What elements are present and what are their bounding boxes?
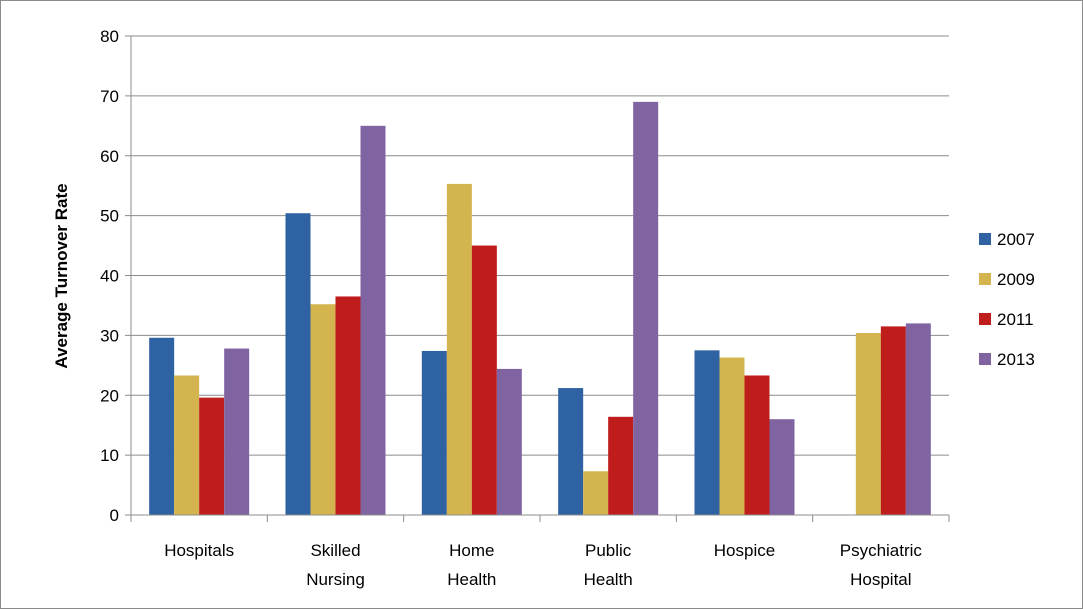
y-tick-label: 60 xyxy=(100,147,119,166)
bar-2013 xyxy=(496,368,522,515)
bar-2013 xyxy=(905,323,931,515)
bar-2007 xyxy=(285,213,311,516)
y-tick-label: 50 xyxy=(100,207,119,226)
bar-2013 xyxy=(224,348,250,515)
x-category-label: Skilled xyxy=(310,541,360,560)
bar-2011 xyxy=(744,375,770,515)
bar-2009 xyxy=(583,471,609,515)
bar-2011 xyxy=(335,296,361,515)
y-tick-label: 70 xyxy=(100,87,119,106)
bar-2011 xyxy=(880,326,906,515)
x-category-label: Home xyxy=(449,541,494,560)
bar-2011 xyxy=(608,416,634,515)
bar-2009 xyxy=(174,375,200,515)
x-category-label: Nursing xyxy=(306,570,365,589)
legend-swatch-2007 xyxy=(979,233,991,245)
x-category-label: Hospitals xyxy=(164,541,234,560)
x-category-label: Health xyxy=(447,570,496,589)
x-category-label: Health xyxy=(584,570,633,589)
bar-2007 xyxy=(694,350,720,515)
y-tick-label: 30 xyxy=(100,326,119,345)
x-category-label: Psychiatric xyxy=(840,541,923,560)
legend-label-2013: 2013 xyxy=(997,350,1035,369)
y-axis-title: Average Turnover Rate xyxy=(52,183,71,368)
legend-label-2009: 2009 xyxy=(997,270,1035,289)
bar-2013 xyxy=(769,419,795,515)
y-tick-label: 80 xyxy=(100,27,119,46)
x-category-label: Hospital xyxy=(850,570,911,589)
y-tick-label: 10 xyxy=(100,446,119,465)
y-tick-label: 0 xyxy=(110,506,119,525)
bar-2007 xyxy=(421,350,447,515)
bars xyxy=(149,101,931,516)
bar-2009 xyxy=(855,332,881,515)
x-category-label: Public xyxy=(585,541,632,560)
legend-swatch-2009 xyxy=(979,273,991,285)
x-category-label: Hospice xyxy=(714,541,775,560)
grid-lines xyxy=(131,35,949,456)
legend-label-2011: 2011 xyxy=(997,310,1034,329)
bar-2009 xyxy=(310,304,336,515)
bar-2009 xyxy=(446,183,472,516)
bar-2011 xyxy=(471,245,497,515)
legend-label-2007: 2007 xyxy=(997,230,1035,249)
y-tick-label: 40 xyxy=(100,267,119,286)
x-category-labels: Hospitals Skilled Nursing Home Health Public H… xyxy=(164,541,922,589)
legend-swatch-2013 xyxy=(979,353,991,365)
bar-2011 xyxy=(199,397,225,515)
y-tick-label: 20 xyxy=(100,386,119,405)
legend-swatch-2011 xyxy=(979,313,991,325)
bar-2013 xyxy=(360,125,386,515)
bar-2007 xyxy=(149,337,175,515)
bar-2007 xyxy=(558,388,584,515)
axes xyxy=(125,35,950,522)
bar-2013 xyxy=(633,101,659,516)
bar-2009 xyxy=(719,357,745,515)
y-tick-labels: 0 10 20 30 40 50 60 70 80 xyxy=(100,27,119,525)
legend: 2007 2009 2011 2013 xyxy=(979,230,1035,369)
